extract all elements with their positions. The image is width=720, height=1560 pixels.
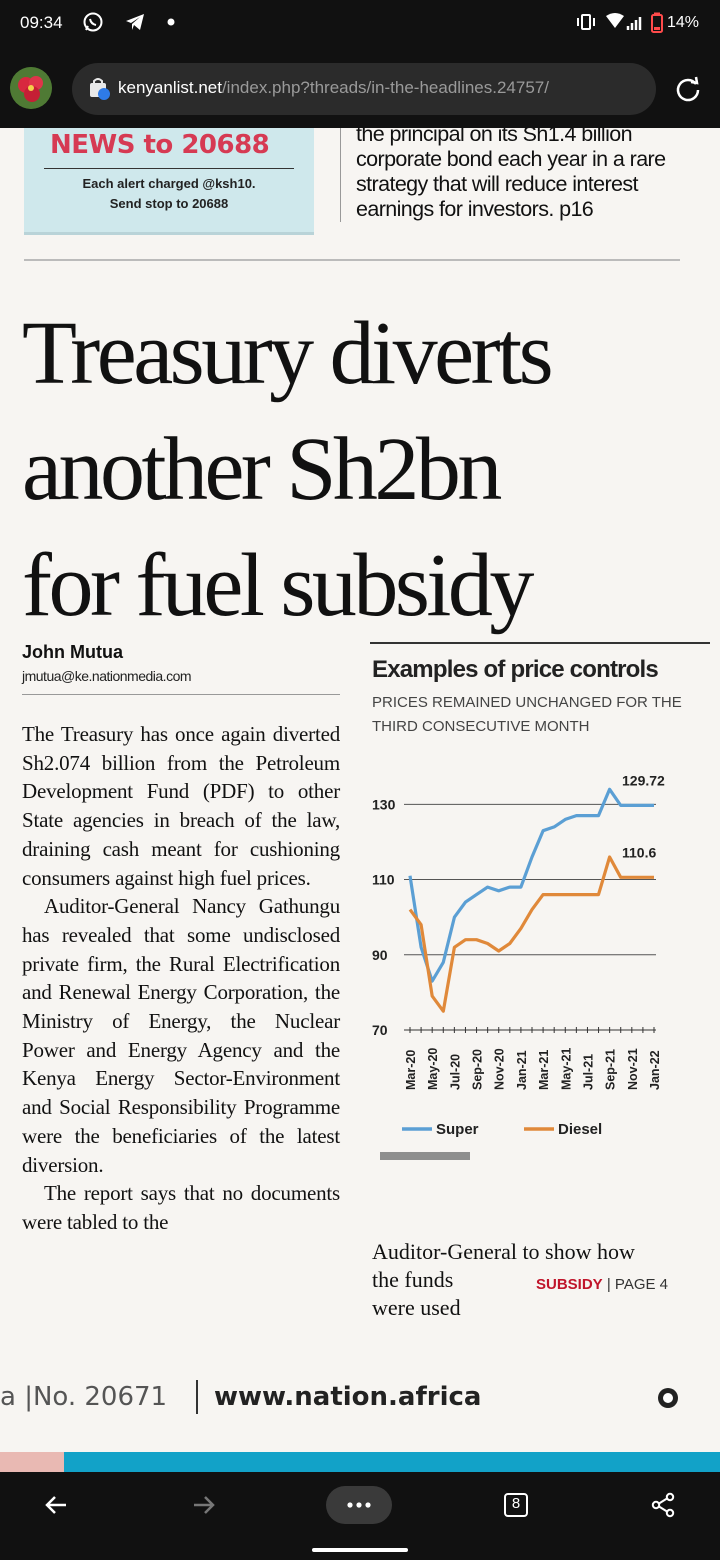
teaser-text: the principal on its Sh1.4 billion corpo… (356, 128, 706, 222)
x-tick-label: Jul-21 (581, 1054, 595, 1090)
x-tick-label: Nov-20 (493, 1048, 507, 1090)
address-bar[interactable]: kenyanlist.net/index.php?threads/in-the-… (72, 63, 656, 115)
status-bar: 09:34 14% (0, 0, 720, 46)
related-line-2: the funds SUBSIDY | PAGE 4 (372, 1267, 669, 1293)
subsidy-tag: SUBSIDY (536, 1276, 603, 1293)
headline-line: for fuel subsidy (22, 536, 534, 635)
price-chart: 70 90 110 130 Mar-20 May-20 Jul-20 Sep-20 Nov-20… (372, 772, 665, 1160)
article-paragraph: The Treasury has once again diverted Sh2… (22, 722, 340, 890)
x-tick-label: Nov-21 (626, 1048, 640, 1090)
issue-number: a |No. 20671 (0, 1382, 168, 1412)
footer-divider (196, 1380, 198, 1414)
y-tick-label: 110 (372, 872, 395, 888)
status-time: 09:34 (20, 13, 63, 32)
url-host: kenyanlist.net (118, 78, 222, 97)
section-divider (24, 259, 680, 261)
wifi-signal-icon (604, 12, 648, 37)
website-url: www.nation.africa (214, 1382, 482, 1412)
telegram-icon (124, 11, 146, 38)
data-label: 110.6 (622, 844, 656, 860)
reload-icon[interactable] (674, 76, 702, 109)
page-color-strip (0, 1452, 720, 1472)
promo-heading: NEWS to 20688 (50, 130, 270, 160)
x-tick-label: Jan-22 (648, 1050, 662, 1090)
y-tick-label: 130 (372, 796, 396, 812)
series-line-diesel (408, 855, 654, 1013)
promo-line-1: Each alert charged @ksh10. (82, 176, 256, 191)
x-tick-label: Jul-20 (448, 1054, 462, 1090)
x-tick-label: Jan-21 (515, 1050, 529, 1090)
author-email: jmutua@ke.nationmedia.com (22, 668, 192, 684)
whatsapp-icon (82, 11, 104, 38)
url-text: kenyanlist.net/index.php?threads/in-the-… (118, 78, 549, 98)
x-tick-label: Mar-21 (537, 1050, 551, 1090)
home-indicator[interactable] (312, 1548, 408, 1552)
teaser-line: corporate bond each year in a rare (356, 147, 666, 171)
series-line-super (408, 787, 654, 983)
article-paragraph: Auditor-General Nancy Gathungu has revea… (22, 894, 340, 1177)
masthead-footer: a |No. 20671 www.nation.africa (0, 1356, 720, 1446)
browser-bottom-bar: 8 (0, 1472, 720, 1560)
tabs-button[interactable]: 8 (503, 1492, 529, 1523)
related-line-1: Auditor-General to show how (372, 1239, 635, 1264)
teaser-line: earnings for investors. p16 (356, 197, 594, 221)
avatar[interactable] (10, 67, 52, 109)
tab-count: 8 (511, 1495, 521, 1512)
chart-subtitle: PRICES REMAINED UNCHANGED FOR THE THIRD … (372, 694, 682, 735)
x-tick-label: May-20 (426, 1048, 440, 1090)
newspaper-image: NEWS to 20688 Each alert charged @ksh10.… (0, 128, 720, 1472)
battery-percent: 14% (667, 14, 700, 31)
byline-divider (22, 694, 340, 695)
promo-line-2: Send stop to 20688 (109, 196, 229, 211)
column-divider (340, 128, 341, 222)
browser-toolbar: kenyanlist.net/index.php?threads/in-the-… (0, 46, 720, 128)
x-tick-label: May-21 (559, 1048, 573, 1090)
share-icon[interactable] (650, 1492, 676, 1523)
x-tick-label: Sep-21 (604, 1049, 618, 1090)
chart-bottom-tab (380, 1152, 470, 1160)
back-arrow-icon[interactable] (44, 1492, 70, 1523)
related-line-2-text: the funds (372, 1267, 454, 1292)
forward-arrow-icon[interactable] (190, 1492, 216, 1523)
battery-icon (650, 12, 664, 39)
notification-dot-icon (166, 14, 176, 35)
menu-button[interactable] (326, 1486, 392, 1529)
sms-promo-box: NEWS to 20688 Each alert charged @ksh10.… (24, 128, 314, 235)
legend-label: Super (436, 1121, 479, 1138)
footer-circle-icon (656, 1386, 680, 1417)
url-path: /index.php?threads/in-the-headlines.2475… (221, 78, 549, 97)
y-tick-label: 90 (372, 947, 388, 963)
chart-top-rule (370, 642, 710, 644)
headline-line: another Sh2bn (22, 420, 502, 519)
y-tick-label: 70 (372, 1022, 388, 1038)
page-ref: PAGE 4 (614, 1276, 669, 1293)
site-settings-icon[interactable] (88, 77, 110, 106)
data-label: 129.72 (622, 772, 665, 788)
legend-label: Diesel (558, 1121, 602, 1138)
related-line-3: were used (372, 1295, 461, 1320)
chart-title: Examples of price controls (372, 656, 659, 683)
promo-divider (44, 168, 294, 169)
article-body: The Treasury has once again diverted Sh2… (22, 720, 340, 1237)
vibrate-icon (576, 13, 596, 36)
related-story[interactable]: Auditor-General to show how the funds SUB… (372, 1238, 702, 1322)
headline-line: Treasury diverts (22, 304, 554, 403)
author-name: John Mutua (22, 642, 123, 662)
x-tick-label: Mar-20 (404, 1050, 418, 1090)
headline: Treasury diverts another Sh2bn for fuel … (22, 296, 712, 644)
x-tick-label: Sep-20 (471, 1049, 485, 1090)
article-paragraph: The report says that no documents were t… (22, 1181, 340, 1234)
teaser-line: the principal on its Sh1.4 billion (356, 128, 633, 146)
teaser-line: strategy that will reduce interest (356, 172, 639, 196)
